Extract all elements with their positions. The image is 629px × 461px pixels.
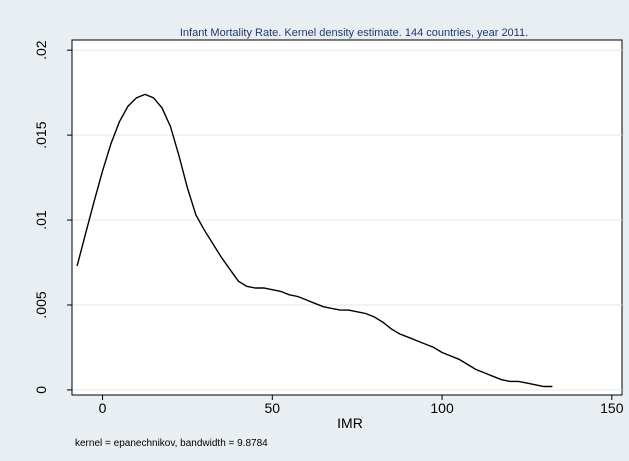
ticks: 0 .005 .01 .015 .02 0 50 100 150 bbox=[33, 40, 624, 416]
kernel-note: kernel = epanechnikov, bandwidth = 9.878… bbox=[75, 438, 268, 449]
x-axis-label: IMR bbox=[337, 415, 363, 431]
x-tick-label: 150 bbox=[600, 400, 624, 416]
y-tick-label: .015 bbox=[33, 121, 49, 148]
density-series-line bbox=[76, 93, 553, 388]
y-tick-label: 0 bbox=[33, 386, 49, 394]
y-tick-label: .02 bbox=[33, 40, 49, 60]
x-tick-label: 100 bbox=[430, 400, 454, 416]
y-tick-label: .005 bbox=[33, 291, 49, 318]
x-tick-label: 50 bbox=[265, 400, 281, 416]
plot-area bbox=[71, 39, 623, 396]
chart-title: Infant Mortality Rate. Kernel density es… bbox=[180, 27, 528, 39]
grid-lines bbox=[72, 49, 622, 391]
x-tick-label: 0 bbox=[99, 400, 107, 416]
y-tick-label: .01 bbox=[33, 210, 49, 230]
axes bbox=[71, 40, 622, 396]
